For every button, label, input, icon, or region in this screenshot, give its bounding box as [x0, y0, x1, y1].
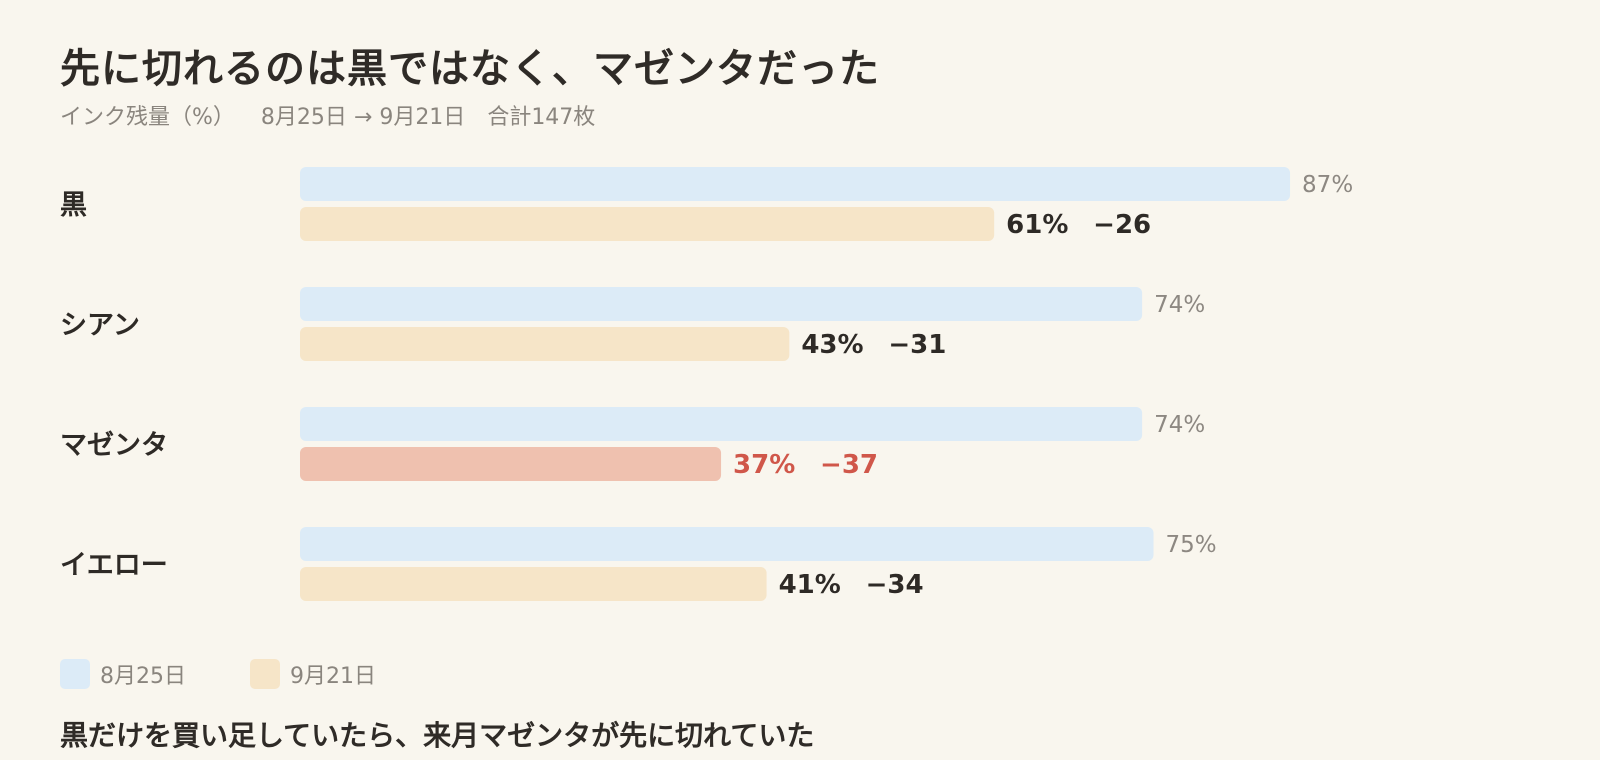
subtitle-total: 合計147枚: [487, 105, 596, 130]
subtitle-period: 8月25日 → 9月21日: [260, 105, 466, 130]
value-label-before: 74%: [1154, 292, 1205, 318]
category-label: イエロー: [60, 550, 168, 581]
value-label-after: 61%: [1006, 210, 1068, 240]
legend: 8月25日 9月21日: [60, 658, 440, 690]
legend-label-before: 8月25日: [100, 664, 186, 689]
value-label-before: 87%: [1302, 172, 1353, 198]
value-label-after: 41%: [779, 570, 841, 600]
value-label-after: 43%: [801, 330, 863, 360]
category-label: 黒: [60, 190, 87, 221]
bar-after: [300, 447, 722, 481]
bar-before: [300, 287, 1143, 321]
change-label: −31: [888, 330, 946, 360]
value-label-before: 75%: [1166, 532, 1217, 558]
chart-subtitle: インク残量（%） 8月25日 → 9月21日 合計147枚: [60, 99, 595, 131]
category-label: マゼンタ: [60, 430, 168, 461]
change-label: −26: [1093, 210, 1151, 240]
change-label: −37: [820, 450, 878, 480]
value-label-after: 37%: [733, 450, 795, 480]
chart-footnote: 黒だけを買い足していたら、来月マゼンタが先に切れていた: [60, 719, 815, 752]
chart-title: 先に切れるのは黒ではなく、マゼンタだった: [60, 46, 880, 92]
category-label: シアン: [60, 310, 140, 341]
bar-after: [300, 327, 790, 361]
subtitle-unit: インク残量（%）: [60, 105, 235, 130]
bar-before: [300, 167, 1291, 201]
legend-swatch-after: [250, 659, 280, 689]
ink-level-bar-chart: 黒 87% 61% −26 シアン 74% 43% −31 マゼンタ 74% 37% −37 イエロー 7…: [60, 167, 1353, 601]
value-label-before: 74%: [1154, 412, 1205, 438]
bar-before: [300, 407, 1143, 441]
legend-item-after: 9月21日: [250, 658, 376, 690]
legend-label-after: 9月21日: [290, 664, 376, 689]
legend-swatch-before: [60, 659, 90, 689]
bar-after: [300, 567, 767, 601]
change-label: −34: [866, 570, 924, 600]
legend-item-before: 8月25日: [60, 658, 186, 690]
bar-before: [300, 527, 1154, 561]
bar-after: [300, 207, 995, 241]
